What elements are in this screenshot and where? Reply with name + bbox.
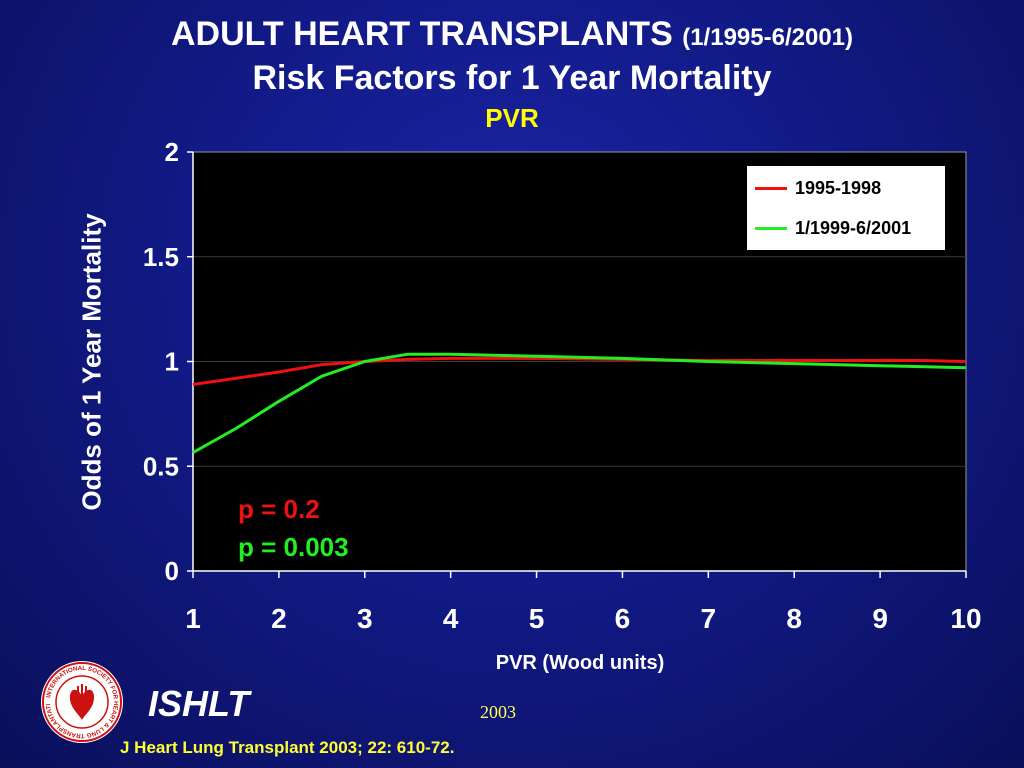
slide-title: ADULT HEART TRANSPLANTS (1/1995-6/2001)	[0, 14, 1024, 58]
y-tick-label: 2	[165, 137, 179, 167]
p-value-1999-2001: p = 0.003	[238, 532, 349, 562]
slide-subtitle: Risk Factors for 1 Year Mortality	[252, 59, 772, 97]
x-tick-label: 8	[786, 603, 802, 634]
x-tick-label: 4	[443, 603, 459, 634]
citation: J Heart Lung Transplant 2003; 22: 610-72…	[120, 738, 455, 757]
series-line-1999-2001	[192, 352, 967, 454]
x-tick-label: 9	[872, 603, 888, 634]
series-line-1995-1998	[192, 356, 967, 386]
series-lines	[192, 352, 967, 454]
p-value-1995-1998: p = 0.2	[238, 494, 320, 524]
x-tick-label: 3	[357, 603, 373, 634]
y-tick-label: 0.5	[143, 451, 179, 481]
x-tick-label: 10	[950, 603, 981, 634]
y-axis-label-text: Odds of 1 Year Mortality	[76, 213, 107, 511]
x-tick-label: 6	[615, 603, 631, 634]
chart-variable-label: PVR	[485, 103, 539, 133]
title-main: ADULT HEART TRANSPLANTS	[170, 15, 673, 53]
y-tick-label: 1	[165, 347, 179, 377]
y-tick-label: 1.5	[143, 242, 179, 272]
x-tick-label: 2	[271, 603, 287, 634]
x-tick-label: 7	[701, 603, 717, 634]
title-period: (1/1995-6/2001)	[682, 24, 854, 51]
footer-year: 2003	[480, 702, 516, 722]
legend-item-1999-2001: 1/1999-6/2001	[755, 216, 911, 240]
legend-item-1995-1998: 1995-1998	[755, 176, 881, 200]
ishlt-seal-icon: INTERNATIONAL SOCIETY FOR HEART & LUNG T…	[40, 660, 123, 743]
legend-label: 1995-1998	[795, 177, 882, 198]
tick-labels: 0 0.5 1 1.5 2 1 2 3 4 5 6 7 8 9 10	[143, 137, 982, 634]
legend-swatch	[755, 226, 787, 230]
legend-label: 1/1999-6/2001	[795, 217, 912, 238]
axes	[187, 151, 967, 578]
org-name: ISHLT	[148, 683, 250, 724]
y-tick-label: 0	[165, 556, 179, 586]
x-axis-label: PVR (Wood units)	[495, 652, 665, 674]
x-tick-label: 5	[529, 603, 545, 634]
x-tick-label: 1	[185, 603, 201, 634]
legend-swatch	[755, 186, 787, 190]
legend: 1995-1998 1/1999-6/2001	[746, 165, 946, 251]
